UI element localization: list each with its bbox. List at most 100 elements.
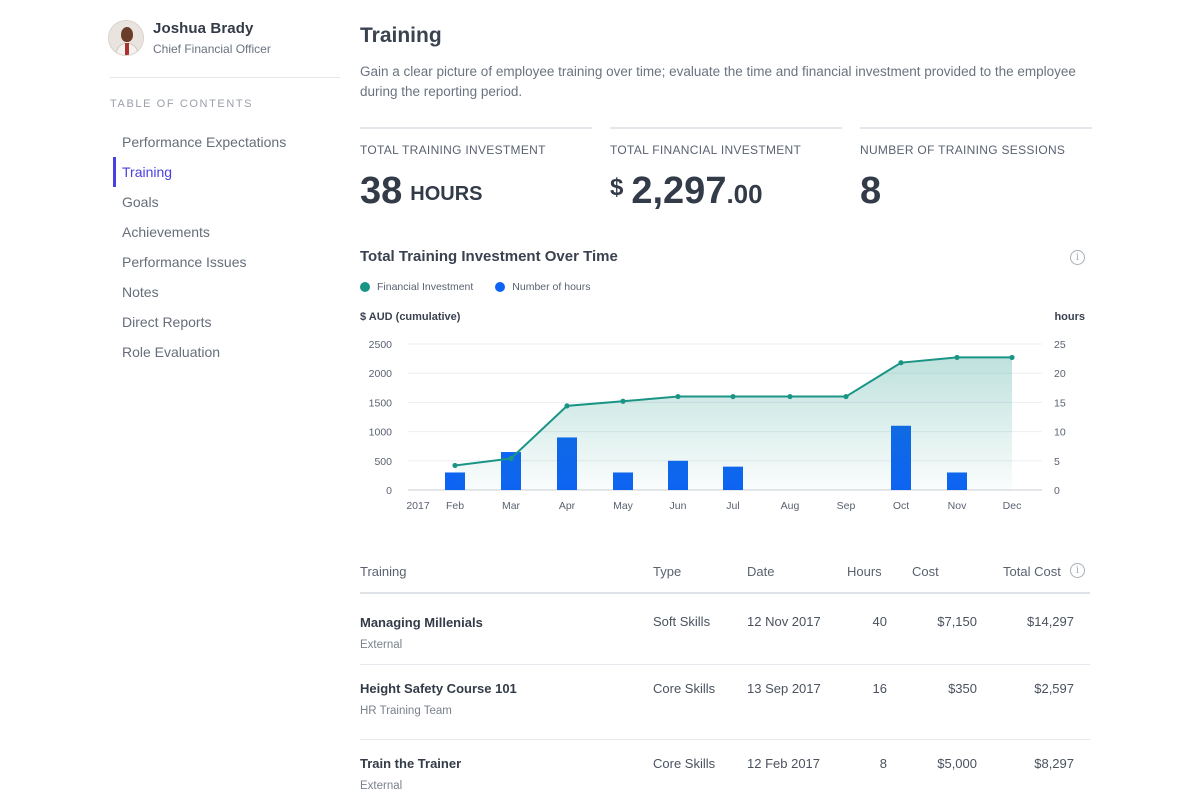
left-tick-label: 1500 <box>369 397 393 409</box>
legend-item-hours[interactable]: Number of hours <box>495 281 591 293</box>
left-axis-label: $ AUD (cumulative) <box>360 311 461 323</box>
hours-unit: HOURS <box>410 183 483 205</box>
financial-value: 2,297 <box>631 170 727 212</box>
left-tick-label: 1000 <box>369 427 393 439</box>
financial-cents: .00 <box>726 179 763 209</box>
toc-item-performance-expectations[interactable]: Performance Expectations <box>122 134 287 150</box>
training-cost: $5,000 <box>937 756 977 771</box>
training-name: Managing Millenials <box>360 615 483 630</box>
x-tick-label: May <box>613 500 634 512</box>
financial-area <box>455 357 1012 490</box>
table-header: Training Type Date Hours Cost Total Cost… <box>360 560 1090 594</box>
info-icon[interactable]: i <box>1070 250 1085 265</box>
training-type: Soft Skills <box>653 614 711 629</box>
x-tick-label: Mar <box>502 500 521 512</box>
chart-title: Total Training Investment Over Time <box>360 248 618 265</box>
col-cost[interactable]: Cost <box>912 564 939 579</box>
point-financial-oct <box>898 360 904 366</box>
training-hours: 16 <box>872 681 887 696</box>
x-tick-label: Nov <box>948 500 967 512</box>
training-date: 12 Nov 2017 <box>747 614 821 629</box>
stat-training-investment: TOTAL TRAINING INVESTMENT 38 HOURS <box>360 127 592 213</box>
x-tick-label: Jun <box>670 500 687 512</box>
training-provider: HR Training Team <box>360 705 452 717</box>
legend-label: Financial Investment <box>377 281 474 293</box>
training-chart: $ AUD (cumulative) hours 0 500 1000 1500 2000 2… <box>360 311 1085 512</box>
training-cost: $350 <box>948 681 977 696</box>
training-date: 13 Sep 2017 <box>747 681 821 696</box>
table-of-contents: Performance Expectations Training Goals … <box>113 127 286 367</box>
info-icon[interactable]: i <box>1070 563 1085 578</box>
x-tick-label: Apr <box>559 500 576 512</box>
training-table: Training Type Date Hours Cost Total Cost… <box>360 560 1090 800</box>
col-date[interactable]: Date <box>747 564 775 579</box>
toc-item-performance-issues[interactable]: Performance Issues <box>122 254 247 270</box>
x-year-label: 2017 <box>406 500 430 512</box>
x-tick-label: Oct <box>893 500 909 512</box>
training-hours: 8 <box>879 756 887 771</box>
point-financial-jun <box>675 393 681 400</box>
x-tick-label: Feb <box>446 500 464 512</box>
point-financial-mar <box>508 455 514 462</box>
left-tick-label: 2500 <box>369 339 393 351</box>
point-financial-nov <box>954 354 960 361</box>
chart-legend: Financial Investment Number of hours <box>360 281 613 293</box>
sessions-value: 8 <box>860 170 882 212</box>
toc-item-training[interactable]: Training <box>113 157 286 187</box>
training-hours: 40 <box>872 614 887 629</box>
profile-name: Joshua Brady <box>153 20 254 37</box>
stat-financial-investment: TOTAL FINANCIAL INVESTMENT $2,297.00 <box>610 127 842 213</box>
page-title: Training <box>360 24 442 47</box>
col-total-cost[interactable]: Total Cost <box>1003 564 1061 579</box>
table-row[interactable]: Managing Millenials External Soft Skills… <box>360 594 1090 665</box>
training-total-cost: $2,597 <box>1034 681 1074 696</box>
training-type: Core Skills <box>653 756 716 771</box>
table-row[interactable]: Height Safety Course 101 HR Training Tea… <box>360 665 1090 740</box>
toc-item-goals[interactable]: Goals <box>122 194 159 210</box>
right-tick-label: 5 <box>1054 456 1060 468</box>
profile-role: Chief Financial Officer <box>153 42 271 56</box>
x-tick-label: Aug <box>781 500 800 512</box>
stat-value: 8 <box>860 170 1092 213</box>
point-financial-aug <box>787 393 793 400</box>
col-type[interactable]: Type <box>653 564 682 579</box>
x-tick-label: Sep <box>837 500 856 512</box>
stat-label: TOTAL FINANCIAL INVESTMENT <box>610 143 802 157</box>
profile[interactable]: Joshua Brady Chief Financial Officer <box>108 16 340 60</box>
x-tick-label: Dec <box>1003 500 1022 512</box>
right-tick-label: 20 <box>1054 368 1066 380</box>
point-financial-apr <box>564 403 570 409</box>
sidebar: Joshua Brady Chief Financial Officer TAB… <box>108 16 340 360</box>
left-tick-label: 0 <box>386 485 392 497</box>
toc-item-direct-reports[interactable]: Direct Reports <box>122 314 212 330</box>
table-row[interactable]: Train the Trainer External Core Skills 1… <box>360 740 1090 800</box>
right-axis-label: hours <box>1054 311 1085 323</box>
stat-label: TOTAL TRAINING INVESTMENT <box>360 143 546 157</box>
currency-symbol: $ <box>610 174 624 201</box>
stat-value: 38 HOURS <box>360 170 592 213</box>
left-tick-label: 500 <box>374 456 392 468</box>
training-name: Height Safety Course 101 <box>360 681 517 696</box>
right-tick-label: 15 <box>1054 397 1066 409</box>
training-cost: $7,150 <box>937 614 977 629</box>
stat-training-sessions: NUMBER OF TRAINING SESSIONS 8 <box>860 127 1092 213</box>
toc-item-achievements[interactable]: Achievements <box>122 224 210 240</box>
hours-value: 38 <box>360 170 403 212</box>
stat-label: NUMBER OF TRAINING SESSIONS <box>860 143 1066 157</box>
left-tick-label: 2000 <box>369 368 393 380</box>
toc-heading: TABLE OF CONTENTS <box>110 98 254 110</box>
legend-item-financial[interactable]: Financial Investment <box>360 281 473 293</box>
right-tick-label: 0 <box>1054 485 1060 497</box>
legend-dot <box>495 282 506 292</box>
sidebar-divider <box>110 77 340 78</box>
right-tick-label: 25 <box>1054 339 1066 351</box>
toc-item-role-evaluation[interactable]: Role Evaluation <box>122 344 221 360</box>
point-financial-sep <box>843 393 849 400</box>
toc-item-notes[interactable]: Notes <box>122 284 159 300</box>
training-name: Train the Trainer <box>360 756 462 771</box>
right-tick-label: 10 <box>1054 427 1066 439</box>
point-financial-dec <box>1009 354 1015 361</box>
col-hours[interactable]: Hours <box>847 564 882 579</box>
col-training[interactable]: Training <box>360 564 407 579</box>
stat-value: $2,297.00 <box>610 170 842 213</box>
